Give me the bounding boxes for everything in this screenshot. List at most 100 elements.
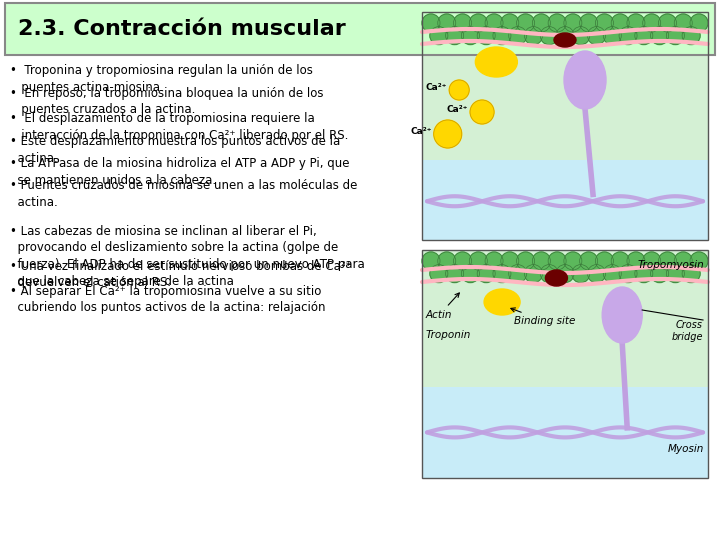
Bar (422, 250, 708, 387)
Circle shape (524, 26, 542, 45)
Circle shape (470, 100, 494, 124)
Bar (5, 3, 715, 55)
Circle shape (540, 265, 558, 282)
Text: Tropomyosin: Tropomyosin (637, 260, 704, 270)
Circle shape (454, 14, 472, 32)
Circle shape (430, 265, 448, 282)
Ellipse shape (475, 47, 518, 77)
Text: • La ATPasa de la miosina hidroliza el ATP a ADP y Pi, que
  se mantienen unidos: • La ATPasa de la miosina hidroliza el A… (10, 157, 349, 186)
Circle shape (659, 14, 677, 32)
Circle shape (603, 265, 621, 282)
Circle shape (532, 14, 550, 32)
Circle shape (635, 265, 653, 282)
Circle shape (595, 14, 613, 32)
Circle shape (493, 265, 511, 282)
Circle shape (611, 14, 629, 32)
Circle shape (627, 252, 645, 270)
Text: Cross
bridge: Cross bridge (672, 320, 703, 342)
Circle shape (588, 26, 606, 45)
Circle shape (674, 14, 692, 32)
Text: •  Troponina y tropomiosina regulan la unión de los
   puentes actina-miosina.: • Troponina y tropomiosina regulan la un… (10, 64, 313, 93)
Circle shape (524, 265, 542, 282)
Text: •  El desplazamiento de la tropomiosina requiere la
   interacción de la troponi: • El desplazamiento de la tropomiosina r… (10, 112, 348, 141)
Circle shape (501, 14, 519, 32)
Circle shape (580, 252, 598, 270)
Text: • Puentes cruzados de miosina se unen a las moléculas de
  actina.: • Puentes cruzados de miosina se unen a … (10, 179, 357, 208)
Circle shape (619, 26, 637, 45)
Bar (422, 12, 708, 240)
Text: Binding site: Binding site (511, 308, 575, 326)
Circle shape (659, 252, 677, 270)
Text: 2.3. Contracción muscular: 2.3. Contracción muscular (18, 19, 346, 39)
Circle shape (666, 26, 684, 45)
Circle shape (548, 252, 566, 270)
Text: • Una vez finalizado el estímulo nervioso bombas de Ca²⁺
  devuelven el catión a: • Una vez finalizado el estímulo nervios… (10, 260, 352, 289)
Circle shape (516, 14, 534, 32)
Bar (422, 387, 708, 478)
Circle shape (548, 14, 566, 32)
Circle shape (564, 252, 582, 270)
Ellipse shape (554, 33, 576, 47)
Circle shape (572, 26, 590, 45)
Circle shape (446, 26, 464, 45)
Text: • Este desplazamiento muestra los puntos activos de la
  actina.: • Este desplazamiento muestra los puntos… (10, 135, 341, 165)
Text: Ca²⁺: Ca²⁺ (426, 84, 447, 92)
Circle shape (438, 252, 456, 270)
Circle shape (580, 14, 598, 32)
Circle shape (509, 26, 527, 45)
Circle shape (690, 14, 708, 32)
Bar (422, 250, 708, 478)
Circle shape (690, 252, 708, 270)
Circle shape (454, 252, 472, 270)
Circle shape (682, 265, 700, 282)
Circle shape (682, 26, 700, 45)
Circle shape (643, 252, 661, 270)
Circle shape (516, 252, 534, 270)
Circle shape (595, 252, 613, 270)
Circle shape (643, 14, 661, 32)
Circle shape (462, 265, 480, 282)
Circle shape (635, 26, 653, 45)
Text: Troponin: Troponin (426, 330, 472, 340)
Circle shape (493, 26, 511, 45)
Circle shape (462, 26, 480, 45)
Bar (422, 12, 708, 160)
Circle shape (564, 14, 582, 32)
Text: • Las cabezas de miosina se inclinan al liberar el Pi,
  provocando el deslizami: • Las cabezas de miosina se inclinan al … (10, 225, 365, 287)
Circle shape (627, 14, 645, 32)
Circle shape (532, 252, 550, 270)
Ellipse shape (602, 287, 642, 343)
Circle shape (422, 252, 440, 270)
Text: •  En reposo, la tropomiosina bloquea la unión de los
   puentes cruzados a la a: • En reposo, la tropomiosina bloquea la … (10, 87, 323, 117)
Circle shape (446, 265, 464, 282)
Circle shape (588, 265, 606, 282)
Circle shape (501, 252, 519, 270)
Circle shape (666, 265, 684, 282)
Ellipse shape (564, 51, 606, 109)
Circle shape (438, 14, 456, 32)
Circle shape (477, 26, 495, 45)
Circle shape (572, 265, 590, 282)
Bar (422, 160, 708, 240)
Text: Ca²⁺: Ca²⁺ (410, 127, 432, 137)
Text: Ca²⁺: Ca²⁺ (446, 105, 468, 114)
Circle shape (430, 26, 448, 45)
Circle shape (674, 252, 692, 270)
Circle shape (556, 265, 574, 282)
Circle shape (603, 26, 621, 45)
Circle shape (469, 252, 487, 270)
Text: • Al separar El Ca²⁺ la tropomiosina vuelve a su sitio
  cubriendo los puntos ac: • Al separar El Ca²⁺ la tropomiosina vue… (10, 285, 325, 314)
Circle shape (422, 14, 440, 32)
Circle shape (485, 14, 503, 32)
Circle shape (540, 26, 558, 45)
Text: Myosin: Myosin (667, 444, 704, 454)
Circle shape (449, 80, 469, 100)
Ellipse shape (484, 289, 520, 315)
Circle shape (469, 14, 487, 32)
Circle shape (651, 26, 669, 45)
Ellipse shape (546, 270, 567, 286)
Circle shape (651, 265, 669, 282)
Circle shape (509, 265, 527, 282)
Circle shape (611, 252, 629, 270)
Circle shape (485, 252, 503, 270)
